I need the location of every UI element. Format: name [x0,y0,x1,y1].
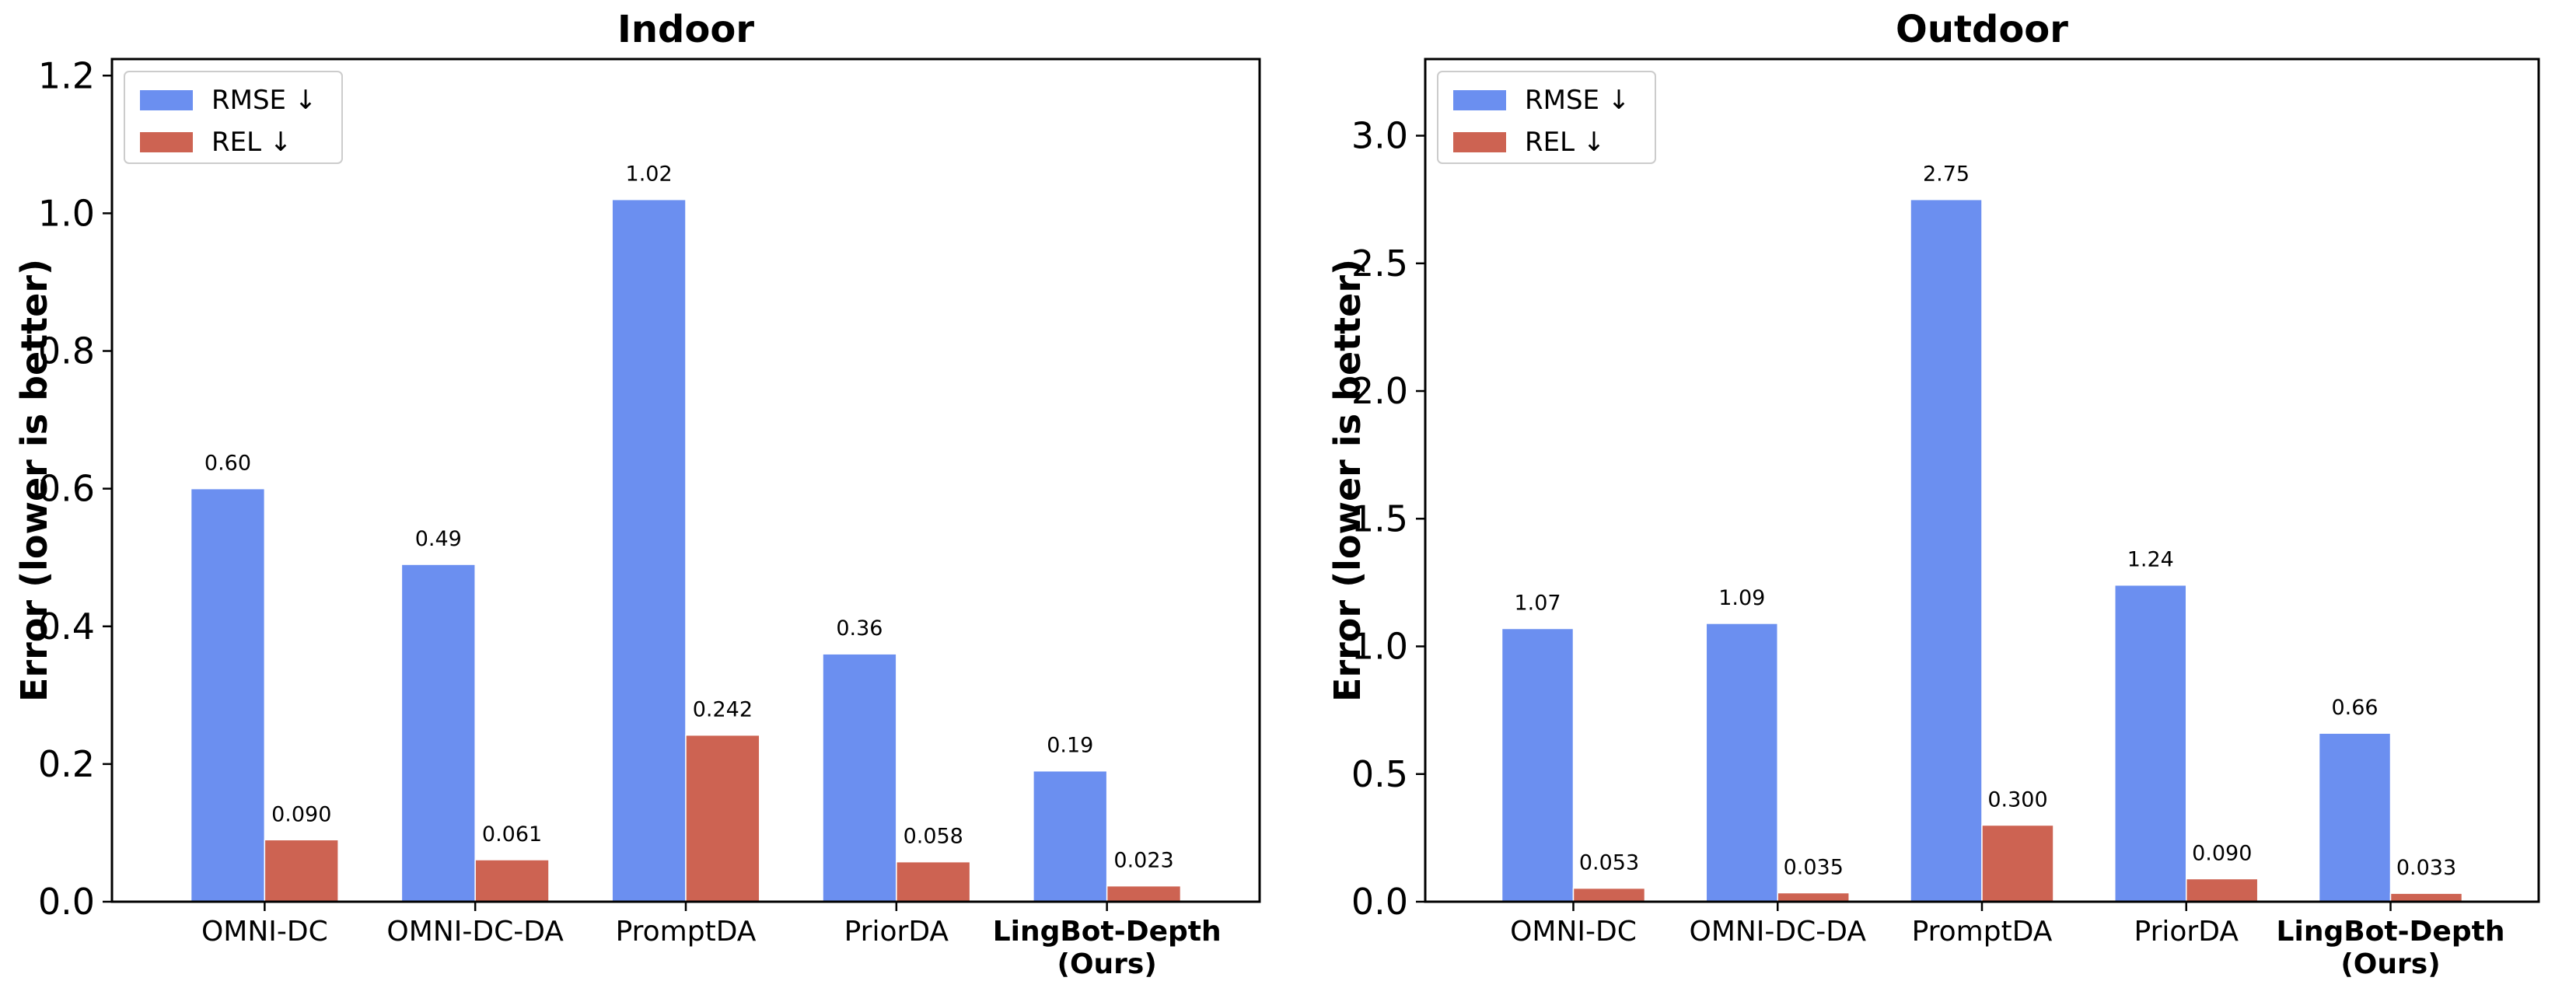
legend-swatch [1453,90,1506,110]
legend-label: RMSE ↓ [1525,85,1630,116]
legend: RMSE ↓ REL ↓ [124,71,343,164]
rel-bar-3 [896,861,971,902]
y-tick-label: 1.5 [1351,498,1408,539]
rel-value-label: 0.023 [1113,849,1173,873]
rmse-bar-4 [2318,732,2392,902]
chart-panel-outdoor: Outdoor Error (lower is better) 0.0 0.5 1.0 1… [1326,8,2540,980]
rel-bar-1 [1777,892,1850,902]
chart-title: Outdoor [1896,8,2068,51]
y-tick-label: 2.5 [1351,243,1408,285]
plot-frame [110,58,1261,903]
x-tick-label: PriorDA [844,916,949,948]
x-tick-label: PromptDA [616,916,757,948]
chart-title: Indoor [617,8,754,51]
rel-bar-2 [1981,824,2054,902]
rmse-value-label: 0.49 [415,527,462,551]
x-tick-label: LingBot-Depth (Ours) [993,916,1222,980]
y-tick-label: 0.4 [38,606,95,648]
y-axis-label: Error (lower is better) [1326,259,1368,702]
x-tick-label: OMNI-DC [201,916,328,948]
rel-value-label: 0.053 [1579,851,1639,875]
y-tick-label: 3.0 [1351,115,1408,157]
rel-value-label: 0.033 [2396,856,2456,880]
y-tick-label: 0.5 [1351,753,1408,795]
rmse-bar-0 [1501,627,1575,902]
rel-bar-2 [685,734,760,902]
x-tick-label: OMNI-DC-DA [386,916,564,948]
y-tick-label: 0.8 [38,330,95,372]
rel-bar-3 [2186,878,2259,902]
rmse-value-label: 0.19 [1047,734,1093,758]
rmse-bar-2 [1910,198,1983,902]
rel-bar-1 [474,859,550,902]
y-tick-label: 2.0 [1351,370,1408,412]
y-tick-label: 1.0 [38,192,95,234]
rmse-value-label: 0.60 [204,452,251,476]
rel-bar-4 [2389,892,2463,902]
rmse-value-label: 0.66 [2331,696,2378,720]
y-axis-label: Error (lower is better) [13,259,55,702]
rel-bar-4 [1106,885,1182,902]
rmse-bar-1 [1705,623,1778,902]
rel-value-label: 0.035 [1784,856,1844,880]
rel-value-label: 0.090 [271,802,331,826]
legend-label: RMSE ↓ [211,85,316,116]
rel-value-label: 0.061 [482,822,542,847]
x-tick-label: PriorDA [2134,916,2239,948]
rmse-value-label: 1.09 [1718,586,1765,610]
rmse-bar-2 [611,198,687,902]
y-tick-label: 1.2 [38,54,95,96]
rel-value-label: 0.090 [2192,841,2252,865]
rel-value-label: 0.300 [1987,787,2047,812]
rmse-value-label: 1.07 [1514,592,1561,616]
rmse-bar-1 [400,564,476,902]
legend-swatch [1453,132,1506,152]
y-tick-label: 1.0 [1351,626,1408,668]
y-tick-label: 0.0 [1351,881,1408,923]
y-tick-label: 0.0 [38,881,95,923]
x-tick-label: PromptDA [1912,916,2053,948]
y-tick-label: 0.2 [38,743,95,785]
x-tick-label: LingBot-Depth (Ours) [2277,916,2505,980]
legend-swatch [140,132,193,152]
rmse-value-label: 0.36 [836,616,883,641]
rel-value-label: 0.242 [693,698,753,722]
y-tick-label: 0.6 [38,468,95,510]
rel-bar-0 [1572,887,1646,902]
rmse-value-label: 2.75 [1923,162,1970,187]
rmse-bar-0 [190,487,266,902]
rmse-bar-3 [2114,584,2187,902]
rmse-bar-3 [822,653,897,902]
legend-swatch [140,90,193,110]
x-tick-label: OMNI-DC [1510,916,1637,948]
rmse-value-label: 1.24 [2127,548,2174,572]
plot-frame [1424,58,2540,903]
legend-label: REL ↓ [1525,127,1605,158]
legend: RMSE ↓ REL ↓ [1437,71,1656,164]
rmse-bar-4 [1033,770,1108,902]
legend-label: REL ↓ [211,127,292,158]
rel-value-label: 0.058 [904,825,963,849]
rel-bar-0 [264,839,339,902]
rmse-value-label: 1.02 [626,162,673,187]
x-tick-label: OMNI-DC-DA [1689,916,1866,948]
chart-panel-indoor: Indoor Error (lower is better) 0.0 0.2 0.4 0.… [13,8,1261,980]
